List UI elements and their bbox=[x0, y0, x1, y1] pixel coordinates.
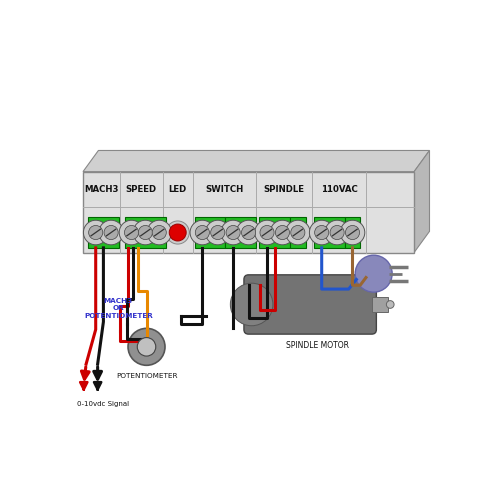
Text: MACH3
OR
POTENTIOMETER: MACH3 OR POTENTIOMETER bbox=[84, 298, 153, 319]
Circle shape bbox=[169, 224, 186, 241]
Text: MACH3: MACH3 bbox=[84, 185, 118, 194]
Circle shape bbox=[138, 338, 156, 356]
Circle shape bbox=[340, 220, 365, 245]
Circle shape bbox=[99, 220, 124, 245]
Circle shape bbox=[152, 226, 166, 239]
Text: LED: LED bbox=[168, 185, 187, 194]
Circle shape bbox=[310, 220, 334, 245]
Polygon shape bbox=[414, 150, 430, 252]
FancyBboxPatch shape bbox=[314, 217, 345, 248]
Circle shape bbox=[190, 220, 214, 245]
Text: SPEED: SPEED bbox=[125, 185, 156, 194]
Circle shape bbox=[221, 220, 246, 245]
FancyBboxPatch shape bbox=[345, 217, 360, 248]
Text: POTENTIOMETER: POTENTIOMETER bbox=[116, 372, 178, 378]
Circle shape bbox=[124, 226, 138, 239]
Circle shape bbox=[276, 226, 289, 239]
FancyBboxPatch shape bbox=[83, 172, 414, 252]
Circle shape bbox=[226, 226, 240, 239]
Text: 110VAC: 110VAC bbox=[320, 185, 358, 194]
Text: SPINDLE: SPINDLE bbox=[264, 185, 304, 194]
FancyBboxPatch shape bbox=[244, 275, 376, 334]
FancyBboxPatch shape bbox=[290, 217, 306, 248]
FancyBboxPatch shape bbox=[372, 297, 388, 312]
Polygon shape bbox=[83, 150, 430, 172]
Circle shape bbox=[325, 220, 349, 245]
Circle shape bbox=[119, 220, 144, 245]
Circle shape bbox=[260, 226, 274, 239]
Circle shape bbox=[386, 300, 394, 308]
FancyBboxPatch shape bbox=[124, 217, 166, 248]
Text: SPINDLE MOTOR: SPINDLE MOTOR bbox=[286, 341, 350, 350]
Circle shape bbox=[242, 226, 256, 239]
FancyBboxPatch shape bbox=[226, 217, 256, 248]
Circle shape bbox=[166, 221, 190, 244]
Circle shape bbox=[291, 226, 305, 239]
FancyBboxPatch shape bbox=[88, 217, 119, 248]
Circle shape bbox=[346, 226, 360, 239]
Circle shape bbox=[254, 220, 280, 245]
Circle shape bbox=[210, 226, 225, 239]
Circle shape bbox=[147, 220, 172, 245]
Circle shape bbox=[236, 220, 261, 245]
Circle shape bbox=[138, 226, 152, 239]
Circle shape bbox=[196, 226, 209, 239]
Text: 0-10vdc Signal: 0-10vdc Signal bbox=[77, 400, 130, 406]
FancyBboxPatch shape bbox=[194, 217, 226, 248]
Circle shape bbox=[88, 226, 103, 239]
Circle shape bbox=[314, 226, 329, 239]
Circle shape bbox=[270, 220, 294, 245]
Circle shape bbox=[206, 220, 230, 245]
Circle shape bbox=[128, 328, 165, 366]
Circle shape bbox=[355, 255, 392, 292]
Circle shape bbox=[230, 283, 273, 326]
Circle shape bbox=[104, 226, 118, 239]
Circle shape bbox=[330, 226, 344, 239]
Circle shape bbox=[133, 220, 158, 245]
Text: SWITCH: SWITCH bbox=[206, 185, 244, 194]
Circle shape bbox=[286, 220, 310, 245]
FancyBboxPatch shape bbox=[260, 217, 290, 248]
Circle shape bbox=[84, 220, 108, 245]
